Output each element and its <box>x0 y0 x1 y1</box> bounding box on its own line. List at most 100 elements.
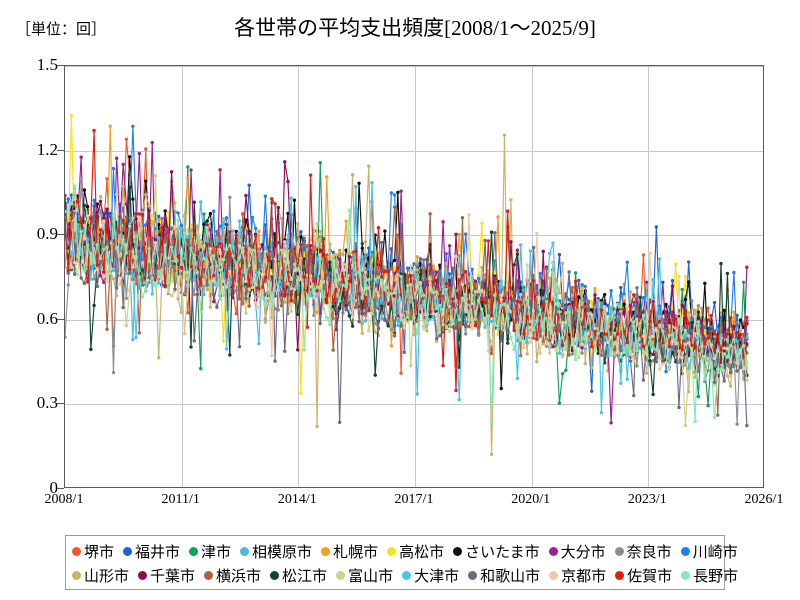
series-marker <box>182 291 187 296</box>
legend-item-高松市[interactable]: 高松市 <box>387 541 444 562</box>
series-marker <box>115 286 119 290</box>
series-marker <box>153 284 158 288</box>
series-marker <box>85 237 90 242</box>
series-marker <box>644 371 649 375</box>
series-marker <box>522 320 526 324</box>
legend-item-佐賀市[interactable]: 佐賀市 <box>615 565 672 586</box>
series-marker <box>208 238 213 243</box>
series-marker <box>732 337 736 342</box>
series-marker <box>202 292 206 297</box>
series-marker <box>535 319 539 323</box>
series-marker <box>192 278 196 282</box>
series-marker <box>593 293 597 297</box>
series-marker <box>499 303 503 307</box>
series-marker <box>506 330 510 334</box>
series-marker <box>389 328 394 332</box>
series-marker <box>573 312 578 316</box>
series-marker <box>434 336 439 341</box>
series-marker <box>150 236 154 240</box>
series-marker <box>531 336 536 340</box>
series-marker <box>211 292 216 297</box>
series-marker <box>428 309 432 313</box>
series-marker <box>560 335 565 340</box>
series-marker <box>253 234 258 238</box>
series-marker <box>195 224 200 228</box>
legend-item-福井市[interactable]: 福井市 <box>123 541 180 562</box>
series-marker <box>421 293 426 297</box>
series-marker <box>363 313 368 318</box>
series-marker <box>270 354 274 358</box>
legend-item-和歌山市[interactable]: 和歌山市 <box>468 565 540 586</box>
series-marker <box>512 298 516 302</box>
legend-item-津市[interactable]: 津市 <box>189 541 231 562</box>
series-marker <box>150 140 154 145</box>
legend-item-奈良市[interactable]: 奈良市 <box>614 541 672 562</box>
legend-item-相模原市[interactable]: 相模原市 <box>240 541 312 562</box>
series-marker <box>696 394 701 399</box>
series-marker <box>525 314 529 319</box>
series-marker <box>415 272 419 277</box>
series-marker <box>399 222 403 226</box>
series-marker <box>211 209 216 213</box>
series-marker <box>583 304 587 309</box>
series-marker <box>499 339 503 343</box>
series-marker <box>699 326 704 331</box>
legend-item-札幌市[interactable]: 札幌市 <box>321 541 378 562</box>
series-marker <box>515 376 520 381</box>
series-marker <box>260 295 264 300</box>
legend-item-千葉市[interactable]: 千葉市 <box>138 565 195 586</box>
series-marker <box>619 305 623 309</box>
series-marker <box>577 295 581 299</box>
legend-item-大津市[interactable]: 大津市 <box>402 565 459 586</box>
legend-item-京都市[interactable]: 京都市 <box>549 565 606 586</box>
series-marker <box>602 292 607 297</box>
series-marker <box>741 344 746 348</box>
series-marker <box>354 280 358 285</box>
series-marker <box>476 298 481 303</box>
legend-item-長野市[interactable]: 長野市 <box>681 565 738 586</box>
legend-marker-icon <box>123 546 133 556</box>
series-marker <box>651 346 655 351</box>
series-marker <box>686 260 691 264</box>
series-marker <box>186 284 190 289</box>
series-marker <box>535 337 539 341</box>
series-marker <box>337 277 342 281</box>
series-marker <box>460 216 465 220</box>
series-marker <box>92 303 96 308</box>
series-marker <box>409 316 413 320</box>
series-marker <box>699 306 704 311</box>
series-marker <box>250 248 255 252</box>
series-marker <box>370 312 374 316</box>
legend-item-横浜市[interactable]: 横浜市 <box>204 565 261 586</box>
series-marker <box>703 321 707 326</box>
legend-item-松江市[interactable]: 松江市 <box>270 565 327 586</box>
series-marker <box>506 316 510 321</box>
series-marker <box>308 173 313 177</box>
series-marker <box>341 274 345 278</box>
legend-item-富山市[interactable]: 富山市 <box>336 565 393 586</box>
series-marker <box>670 313 675 318</box>
series-marker <box>454 232 458 236</box>
series-marker <box>625 304 629 309</box>
legend-label: 川崎市 <box>692 543 738 561</box>
legend-item-川崎市[interactable]: 川崎市 <box>680 541 738 562</box>
series-marker <box>147 275 151 280</box>
series-marker <box>418 272 423 276</box>
series-marker <box>221 257 226 262</box>
series-marker <box>228 269 232 274</box>
series-marker <box>412 273 416 278</box>
legend-item-さいたま市[interactable]: さいたま市 <box>453 541 540 562</box>
series-marker <box>95 202 100 206</box>
series-marker <box>619 285 623 290</box>
series-marker <box>628 349 633 353</box>
series-marker <box>496 332 500 337</box>
series-marker <box>725 271 730 276</box>
series-marker <box>157 214 161 219</box>
series-marker <box>89 277 93 281</box>
series-marker <box>379 278 384 283</box>
series-marker <box>528 249 533 253</box>
legend-item-堺市[interactable]: 堺市 <box>72 541 114 562</box>
legend-item-大分市[interactable]: 大分市 <box>548 541 606 562</box>
series-marker <box>121 184 125 189</box>
legend-item-山形市[interactable]: 山形市 <box>72 565 129 586</box>
